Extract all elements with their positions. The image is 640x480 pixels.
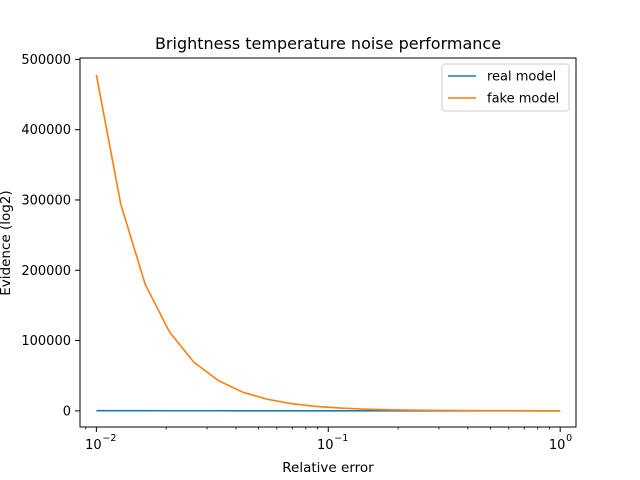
series-line-1 [95, 74, 561, 412]
y-axis-label: Evidence (log2) [0, 190, 14, 295]
y-axis-ticks: 0 100000 200000 300000 400000 500000 [21, 53, 80, 419]
legend: real model fake model [441, 63, 570, 112]
y-tick-label: 500000 [21, 53, 71, 68]
x-tick-label: 10 [85, 438, 102, 453]
y-tick-label: 400000 [21, 123, 71, 138]
x-axis-label: Relative error [282, 460, 374, 476]
x-tick-label-exponent: −1 [334, 433, 348, 444]
legend-label-0: real model [487, 70, 556, 85]
y-tick-label: 100000 [21, 334, 71, 349]
x-tick-label: 10 [549, 438, 566, 453]
x-tick-label-exponent: −2 [102, 433, 116, 444]
legend-label-1: fake model [487, 92, 559, 107]
y-tick-label: 300000 [21, 193, 71, 208]
y-tick-label: 0 [63, 404, 71, 419]
y-tick-label: 200000 [21, 264, 71, 279]
x-tick-label: 10 [317, 438, 334, 453]
x-tick-label-exponent: 0 [566, 433, 572, 444]
x-axis-ticks: 10 −2 10 −1 10 0 [85, 427, 572, 453]
plot-frame [79, 57, 577, 428]
plot-lines [95, 74, 561, 412]
chart-title: Brightness temperature noise performance [155, 34, 501, 53]
